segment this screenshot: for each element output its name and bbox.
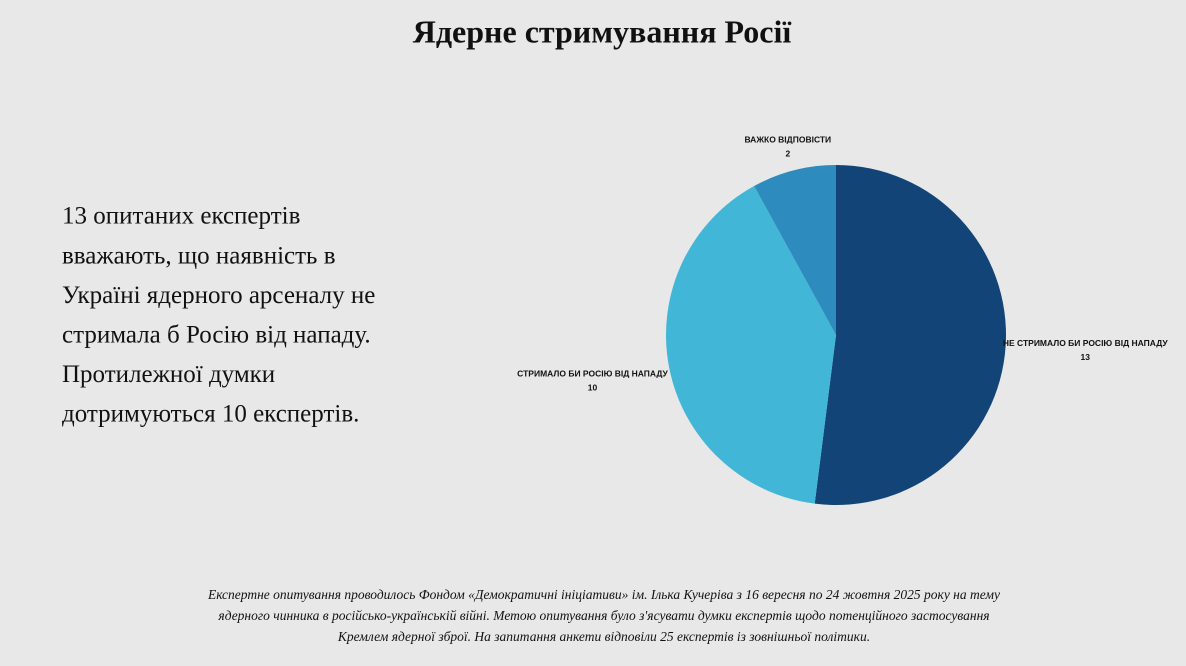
pie-slice [665,186,836,504]
description-line: вважають, що наявність в [62,242,336,269]
description-line: дотримуються 10 експертів. [62,401,359,428]
slice-label: СТРИМАЛО БИ РОСІЮ ВІД НАПАДУ [517,369,668,379]
pie-slice [754,165,836,335]
description-line: Протилежної думки [62,361,275,388]
pie-slice [814,165,1006,505]
slice-value: 10 [588,383,598,393]
slice-label: НЕ СТРИМАЛО БИ РОСІЮ ВІД НАПАДУ [1003,338,1169,348]
description-line: стримала б Росію від нападу. [62,322,371,349]
footnote-line: Кремлем ядерної зброї. На запитання анке… [337,629,870,644]
slice-value: 13 [1081,352,1091,362]
footnote-line: ядерного чинника в російсько-українській… [217,608,989,623]
slice-value: 2 [785,149,790,159]
slice-label: ВАЖКО ВІДПОВІСТИ [744,135,831,145]
chart-title: Ядерне стримування Росії [413,13,793,49]
footnote-line: Експертне опитування проводилось Фондом … [207,587,1000,602]
description-line: 13 опитаних експертів [62,203,300,230]
description-line: Україні ядерного арсеналу не [62,282,375,309]
